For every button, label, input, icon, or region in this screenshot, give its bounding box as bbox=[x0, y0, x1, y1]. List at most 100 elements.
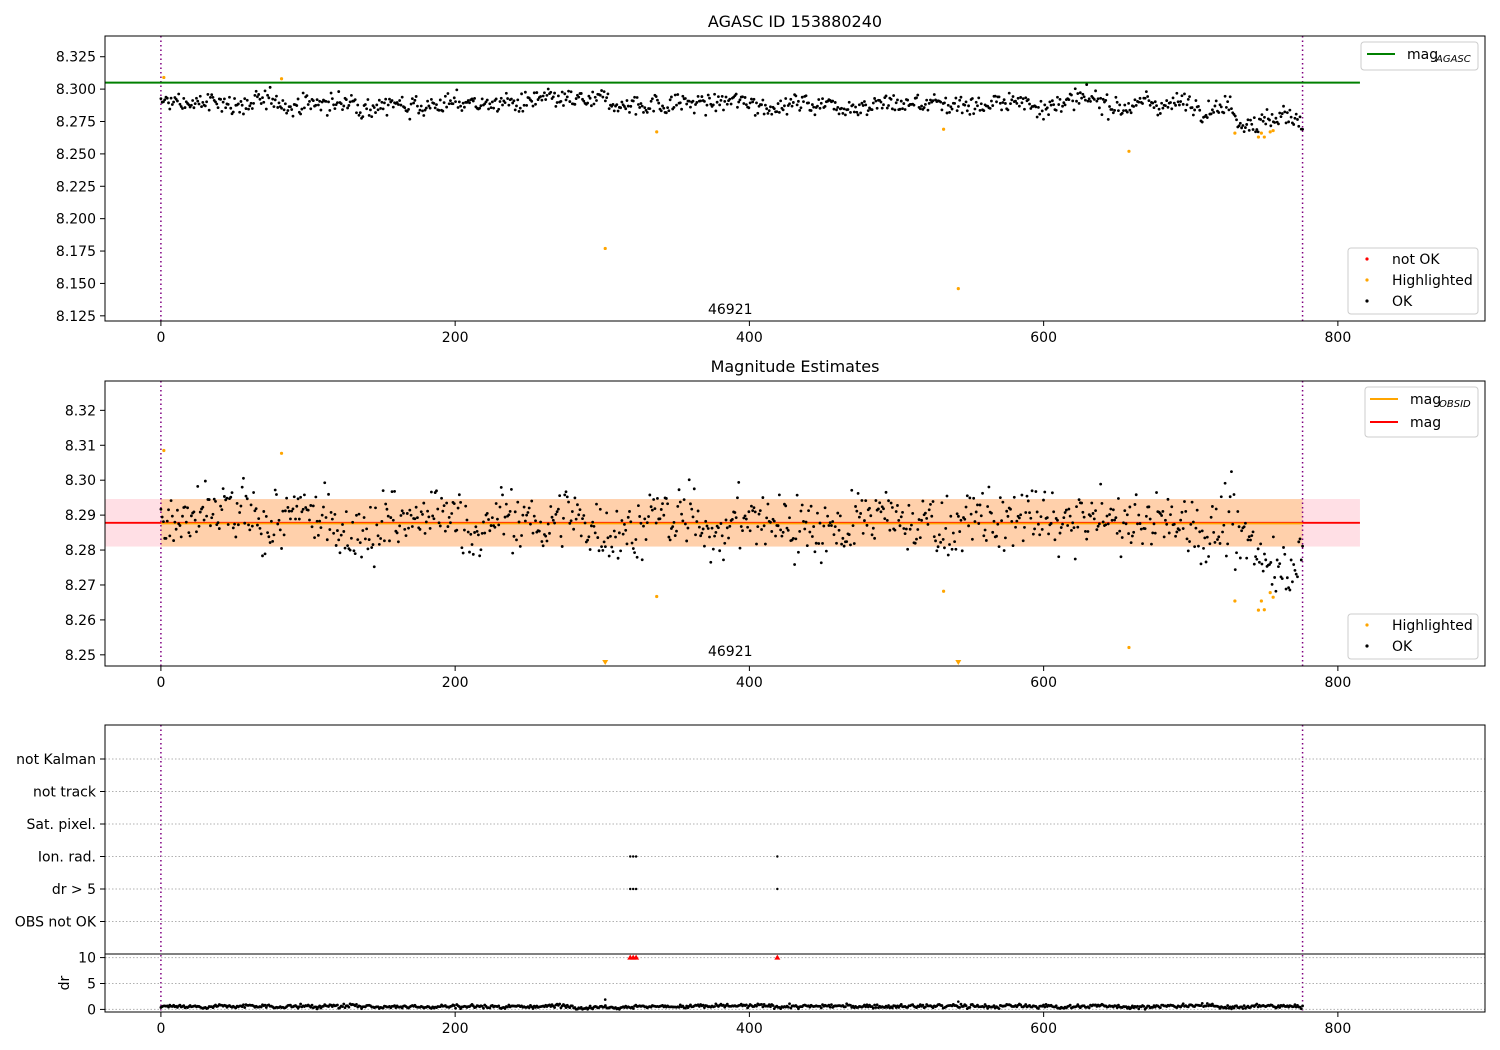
panel1-ok-point bbox=[1287, 120, 1290, 124]
panel1-highlighted-point bbox=[1268, 130, 1272, 134]
panel2-ok-point bbox=[1110, 518, 1114, 522]
panel1-ok-point bbox=[1035, 115, 1039, 119]
panel1-ok-point bbox=[1301, 127, 1304, 131]
flags-point bbox=[631, 887, 635, 891]
panel2-ok-point bbox=[838, 514, 842, 518]
panel1-ok-point bbox=[1152, 106, 1156, 110]
panel2-ok-point bbox=[603, 545, 607, 549]
panel1-ok-point bbox=[189, 103, 193, 107]
panel2-ok-point bbox=[1153, 531, 1157, 535]
panel1-ok-point bbox=[673, 93, 677, 97]
panel2-ok-point bbox=[940, 501, 944, 505]
panel1-ok-point bbox=[438, 98, 442, 102]
panel2-ok-point bbox=[545, 539, 549, 543]
panel1-ok-point bbox=[416, 104, 419, 108]
panel2-ok-point bbox=[473, 531, 476, 534]
panel2-ok-point bbox=[826, 514, 830, 518]
panel2-ok-point bbox=[570, 510, 574, 513]
panel1-obsid-label: 46921 bbox=[708, 302, 753, 318]
panel2-xtick-label: 200 bbox=[442, 675, 469, 691]
panel2-ok-point bbox=[424, 520, 428, 524]
panel1-ok-point bbox=[798, 109, 802, 112]
panel1-ok-point bbox=[598, 93, 602, 97]
panel1-ok-point bbox=[214, 100, 217, 104]
panel2-ok-point bbox=[592, 524, 596, 528]
panel2-ok-point bbox=[483, 531, 487, 535]
panel2-ok-point bbox=[965, 494, 969, 498]
panel1-ok-point bbox=[565, 95, 569, 99]
panel1-ok-point bbox=[228, 95, 231, 99]
panel2-ok-point bbox=[710, 526, 714, 530]
panel2-ok-point bbox=[1096, 524, 1100, 528]
panel2-ok-point bbox=[1198, 530, 1202, 534]
panel2-ok-point bbox=[713, 534, 716, 538]
panel2-ok-point bbox=[1194, 526, 1198, 530]
panel1-ok-point bbox=[1004, 102, 1007, 105]
panel1-ok-point bbox=[1190, 106, 1194, 109]
panel2-ok-point bbox=[830, 524, 833, 527]
panel1-ok-point bbox=[240, 103, 244, 107]
dr-ok-point bbox=[864, 1005, 868, 1009]
panel2-ok-point bbox=[167, 508, 170, 512]
panel2-ok-point bbox=[937, 533, 941, 537]
panel1-highlighted-point bbox=[655, 130, 659, 134]
panel1-ok-point bbox=[898, 107, 902, 111]
panel1-ok-point bbox=[728, 97, 732, 101]
panel1-ok-point bbox=[276, 106, 280, 109]
panel2-ok-point bbox=[582, 514, 586, 517]
panel2-ok-point bbox=[520, 534, 523, 537]
panel2-ok-point bbox=[301, 507, 305, 511]
panel1-ok-point bbox=[216, 106, 220, 110]
panel2-ok-point bbox=[1067, 507, 1071, 511]
panel1-ok-point bbox=[205, 100, 209, 104]
panel2-ok-point bbox=[315, 519, 319, 523]
panel1-ok-point bbox=[496, 109, 499, 113]
panel2-ok-point bbox=[319, 526, 323, 530]
dr-ok-point bbox=[849, 1003, 852, 1007]
panel1-ok-point bbox=[932, 93, 936, 96]
panel1-ok-point bbox=[1078, 91, 1082, 95]
panel2-ok-point bbox=[1127, 532, 1130, 535]
panel2-ok-point bbox=[384, 502, 388, 506]
panel1-ok-point bbox=[386, 103, 390, 107]
panel2-ok-point bbox=[887, 499, 890, 503]
panel1-ok-point bbox=[628, 111, 631, 114]
panel2-highlighted-point bbox=[1259, 599, 1263, 603]
panel1-ok-point bbox=[1034, 105, 1038, 109]
panel1-ok-point bbox=[564, 98, 568, 102]
panel2-ok-point bbox=[765, 516, 769, 520]
dr-ok-point bbox=[968, 1005, 972, 1009]
panel2-ok-point bbox=[1166, 497, 1170, 501]
panel2-ok-point bbox=[529, 522, 532, 526]
panel1-ok-point bbox=[226, 103, 230, 106]
panel2-ok-point bbox=[306, 508, 310, 512]
panel1-ok-point bbox=[977, 96, 981, 100]
panel2-ok-point bbox=[1031, 532, 1035, 536]
panel2-ok-point bbox=[620, 519, 624, 522]
panel1-ok-point bbox=[426, 99, 429, 103]
panel1-ok-point bbox=[295, 104, 299, 107]
panel2-ok-point bbox=[883, 517, 887, 521]
panel2-ok-point bbox=[337, 538, 341, 542]
panel1-ok-point bbox=[480, 97, 484, 101]
panel1-ok-point bbox=[762, 112, 766, 116]
panel2-ok-point bbox=[653, 507, 657, 511]
panel1-ok-point bbox=[675, 103, 678, 107]
panel2-ok-point bbox=[1174, 534, 1177, 538]
panel1-ok-point bbox=[446, 92, 450, 95]
panel2-ytick-label: 8.30 bbox=[65, 473, 96, 489]
panel1-ok-point bbox=[520, 92, 523, 96]
panel1-ok-point bbox=[957, 105, 960, 108]
panel2-ok-point bbox=[370, 546, 374, 549]
panel2-ok-point bbox=[207, 498, 211, 501]
panel1-ok-point bbox=[267, 96, 271, 100]
panel2-ok-point bbox=[371, 543, 375, 546]
panel2-ok-point bbox=[1004, 536, 1007, 540]
panel2-ok-point bbox=[877, 507, 880, 511]
panel1-ok-point bbox=[766, 112, 770, 115]
panel1-highlighted-point bbox=[603, 246, 607, 251]
panel2-ok-point bbox=[358, 541, 362, 545]
panel1-ok-point bbox=[283, 102, 287, 106]
panel2-ok-point bbox=[717, 526, 720, 530]
